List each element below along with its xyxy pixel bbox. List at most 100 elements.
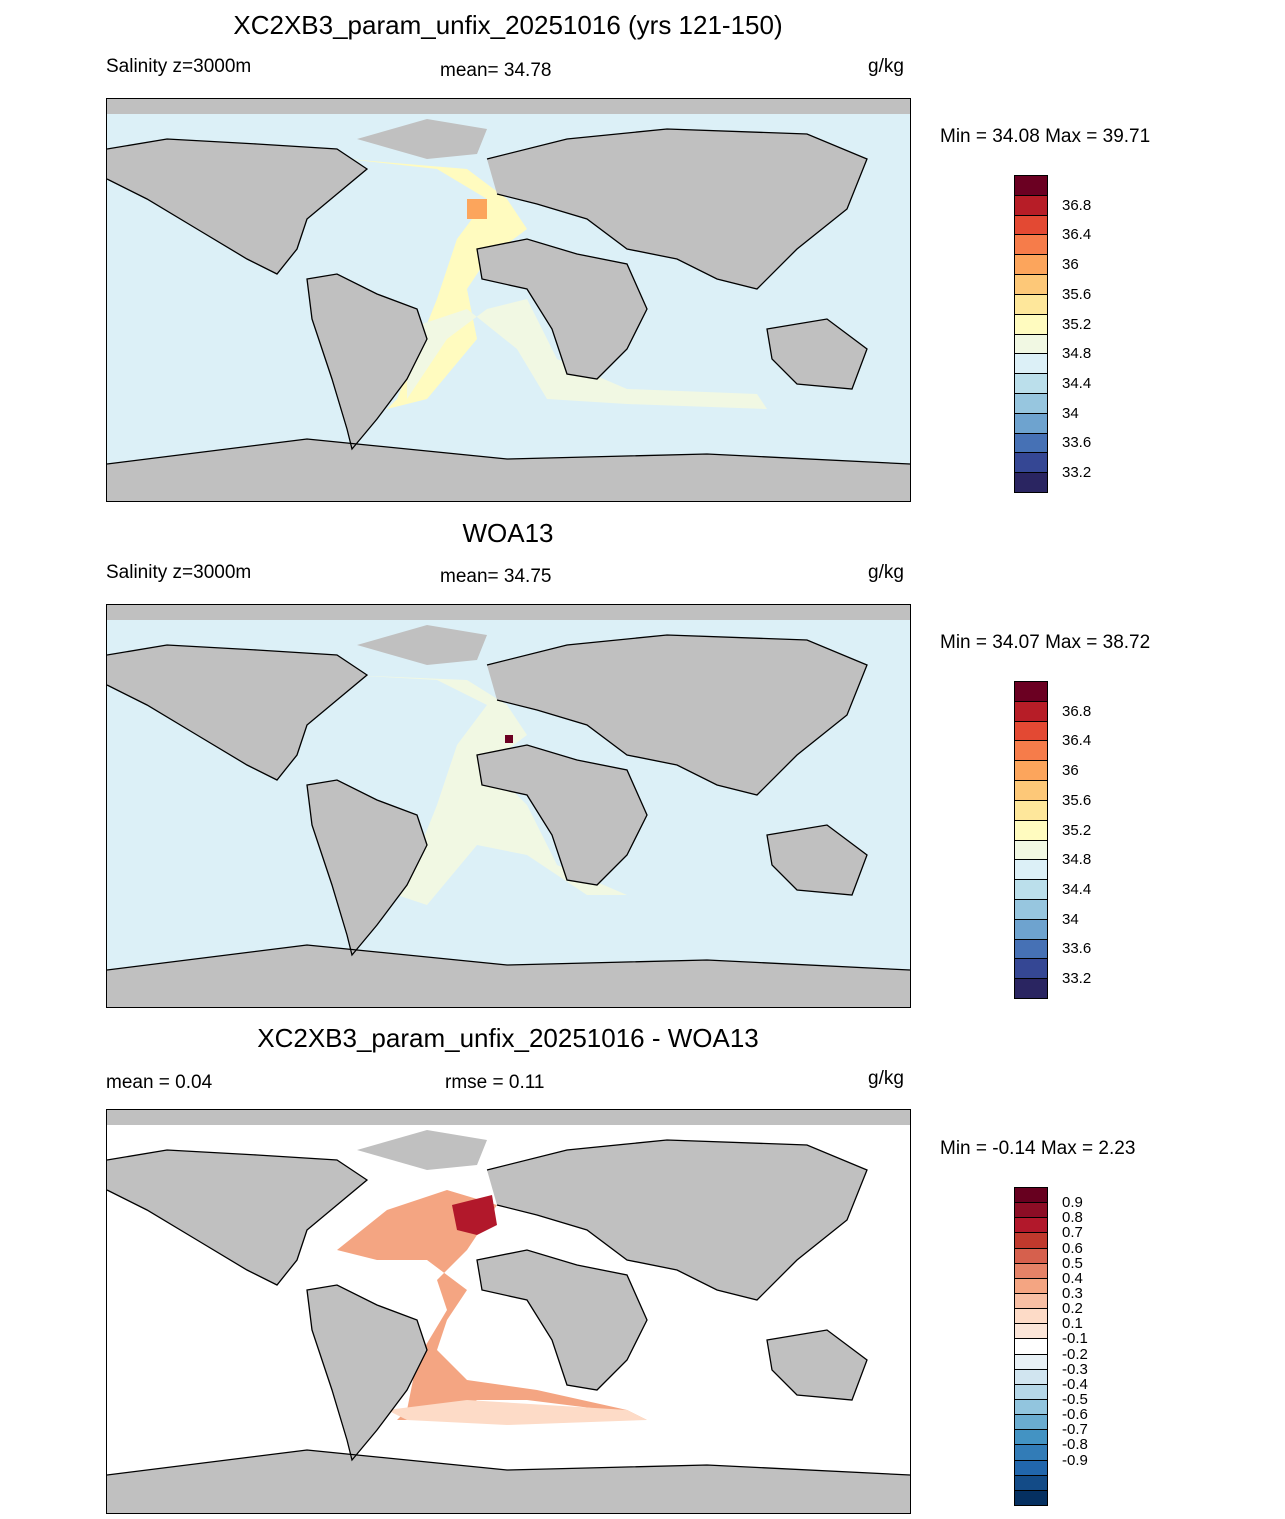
colorbar-tick-label: -0.5 bbox=[1062, 1391, 1088, 1408]
panel-2-colorbar: 36.8 36.4 36 35.6 35.2 34.8 34.4 34 33.6 33.2 bbox=[1014, 681, 1091, 999]
panel-1-variable-label: Salinity z=3000m bbox=[106, 56, 252, 77]
colorbar-swatch bbox=[1014, 918, 1048, 940]
colorbar-swatch bbox=[1014, 740, 1048, 762]
land-masses bbox=[107, 605, 910, 1007]
colorbar-swatch bbox=[1014, 234, 1048, 256]
colorbar-swatch bbox=[1014, 1353, 1048, 1370]
colorbar-swatch bbox=[1014, 1489, 1048, 1506]
colorbar-swatch bbox=[1014, 879, 1048, 900]
mediterranean-strong-bias bbox=[452, 1195, 497, 1235]
colorbar-swatch bbox=[1014, 819, 1048, 841]
colorbar-tick-label: -0.4 bbox=[1062, 1375, 1088, 1393]
colorbar-swatch bbox=[1014, 839, 1048, 861]
colorbar-tick-label: 36 bbox=[1062, 762, 1079, 780]
panel-2-map bbox=[106, 604, 911, 1008]
panel-2-title: WOA13 bbox=[462, 518, 554, 548]
colorbar-tick-label: 35.2 bbox=[1062, 821, 1092, 839]
colorbar-swatch bbox=[1014, 938, 1048, 960]
colorbar-tick-label: 35.6 bbox=[1062, 791, 1092, 809]
colorbar-swatch bbox=[1014, 392, 1048, 414]
panel-3-map bbox=[106, 1109, 911, 1514]
colorbar-tick-label: 34.8 bbox=[1062, 851, 1092, 869]
panel-3-units-label: g/kg bbox=[868, 1068, 904, 1089]
colorbar-swatch bbox=[1014, 1308, 1048, 1325]
panel-3-minmax-label: Min = -0.14 Max = 2.23 bbox=[940, 1138, 1136, 1159]
colorbar-tick-label: -0.3 bbox=[1062, 1360, 1088, 1378]
panel-1-mean-label: mean= 34.78 bbox=[440, 60, 552, 81]
colorbar-swatch bbox=[1014, 859, 1048, 881]
colorbar-swatch bbox=[1014, 1383, 1048, 1400]
coastlines bbox=[107, 1139, 910, 1476]
colorbar-swatch bbox=[1014, 799, 1048, 821]
colorbar-swatch bbox=[1014, 452, 1048, 474]
colorbar-swatch bbox=[1014, 1323, 1048, 1340]
colorbar-tick-label: 0.7 bbox=[1062, 1224, 1083, 1242]
colorbar-tick-label: 0.1 bbox=[1062, 1315, 1083, 1333]
colorbar-swatch bbox=[1014, 412, 1048, 434]
panel-2-mean-label: mean= 34.75 bbox=[440, 566, 552, 587]
colorbar-swatch bbox=[1014, 1187, 1048, 1204]
colorbar-swatch bbox=[1014, 780, 1048, 801]
colorbar-swatch bbox=[1014, 978, 1048, 999]
colorbar-tick-label: 35.2 bbox=[1062, 315, 1092, 333]
colorbar-tick-label: 34 bbox=[1062, 910, 1079, 928]
colorbar-tick-label: 33.2 bbox=[1062, 970, 1092, 988]
colorbar-swatch bbox=[1014, 175, 1048, 196]
colorbar-tick-label: -0.9 bbox=[1062, 1451, 1088, 1469]
colorbar-swatch bbox=[1014, 1368, 1048, 1385]
colorbar-swatch bbox=[1014, 681, 1048, 702]
panel-1-title: XC2XB3_param_unfix_20251016 (yrs 121-150… bbox=[233, 10, 783, 40]
atlantic-region bbox=[347, 675, 627, 905]
panel-1-units-label: g/kg bbox=[868, 56, 904, 77]
colorbar-swatch bbox=[1014, 1217, 1048, 1234]
colorbar-swatch bbox=[1014, 898, 1048, 920]
colorbar-swatch bbox=[1014, 1474, 1048, 1491]
panel-1-colorbar: 36.8 36.4 36 35.6 35.2 34.8 34.4 34 33.6 33.2 bbox=[1014, 175, 1091, 493]
colorbar-tick-label: 0.4 bbox=[1062, 1269, 1083, 1287]
colorbar-swatch bbox=[1014, 472, 1048, 493]
panel-3-title: XC2XB3_param_unfix_20251016 - WOA13 bbox=[257, 1023, 759, 1053]
atlantic-saline-region bbox=[347, 159, 527, 409]
colorbar-tick-label: 34.4 bbox=[1062, 881, 1092, 899]
panel-2-variable-label: Salinity z=3000m bbox=[106, 562, 252, 583]
colorbar-tick-label: 0.8 bbox=[1062, 1209, 1083, 1227]
colorbar-swatch bbox=[1014, 274, 1048, 295]
colorbar-tick-label: 34.8 bbox=[1062, 345, 1092, 363]
colorbar-tick-label: 34 bbox=[1062, 404, 1079, 422]
colorbar-swatch bbox=[1014, 1232, 1048, 1249]
colorbar-swatch bbox=[1014, 373, 1048, 394]
colorbar-tick-label: 0.5 bbox=[1062, 1254, 1083, 1272]
colorbar-swatch bbox=[1014, 313, 1048, 335]
positive-bias-region bbox=[337, 1190, 647, 1420]
colorbar-swatch bbox=[1014, 353, 1048, 375]
colorbar-swatch bbox=[1014, 293, 1048, 315]
colorbar-tick-label: -0.6 bbox=[1062, 1406, 1088, 1424]
colorbar-tick-label: 36.4 bbox=[1062, 226, 1092, 244]
mediterranean-max bbox=[505, 735, 513, 743]
colorbar-swatch bbox=[1014, 1202, 1048, 1219]
colorbar-swatch bbox=[1014, 720, 1048, 742]
panel-1-map bbox=[106, 98, 911, 502]
colorbar-tick-label: 35.6 bbox=[1062, 285, 1092, 303]
colorbar-tick-label: 0.2 bbox=[1062, 1300, 1083, 1318]
colorbar-swatch bbox=[1014, 194, 1048, 216]
coastlines bbox=[107, 634, 910, 971]
colorbar-swatch bbox=[1014, 214, 1048, 236]
colorbar-tick-label: 33.2 bbox=[1062, 464, 1092, 482]
colorbar-swatch bbox=[1014, 1293, 1048, 1310]
colorbar-swatch bbox=[1014, 700, 1048, 722]
colorbar-tick-label: -0.1 bbox=[1062, 1330, 1088, 1348]
panel-2-minmax-label: Min = 34.07 Max = 38.72 bbox=[940, 632, 1151, 653]
colorbar-swatch bbox=[1014, 1444, 1048, 1461]
colorbar-swatch bbox=[1014, 1414, 1048, 1431]
weak-bias-region bbox=[387, 1400, 647, 1425]
land-masses bbox=[107, 99, 910, 501]
colorbar-tick-label: -0.7 bbox=[1062, 1421, 1088, 1439]
colorbar-swatch bbox=[1014, 1277, 1048, 1294]
colorbar-tick-label: 0.3 bbox=[1062, 1285, 1083, 1302]
colorbar-tick-label: 0.9 bbox=[1062, 1194, 1083, 1212]
colorbar-swatch bbox=[1014, 254, 1048, 276]
colorbar-swatch bbox=[1014, 760, 1048, 782]
panel-3-mean-label: mean = 0.04 bbox=[106, 1072, 213, 1093]
colorbar-tick-label: -0.8 bbox=[1062, 1436, 1088, 1454]
